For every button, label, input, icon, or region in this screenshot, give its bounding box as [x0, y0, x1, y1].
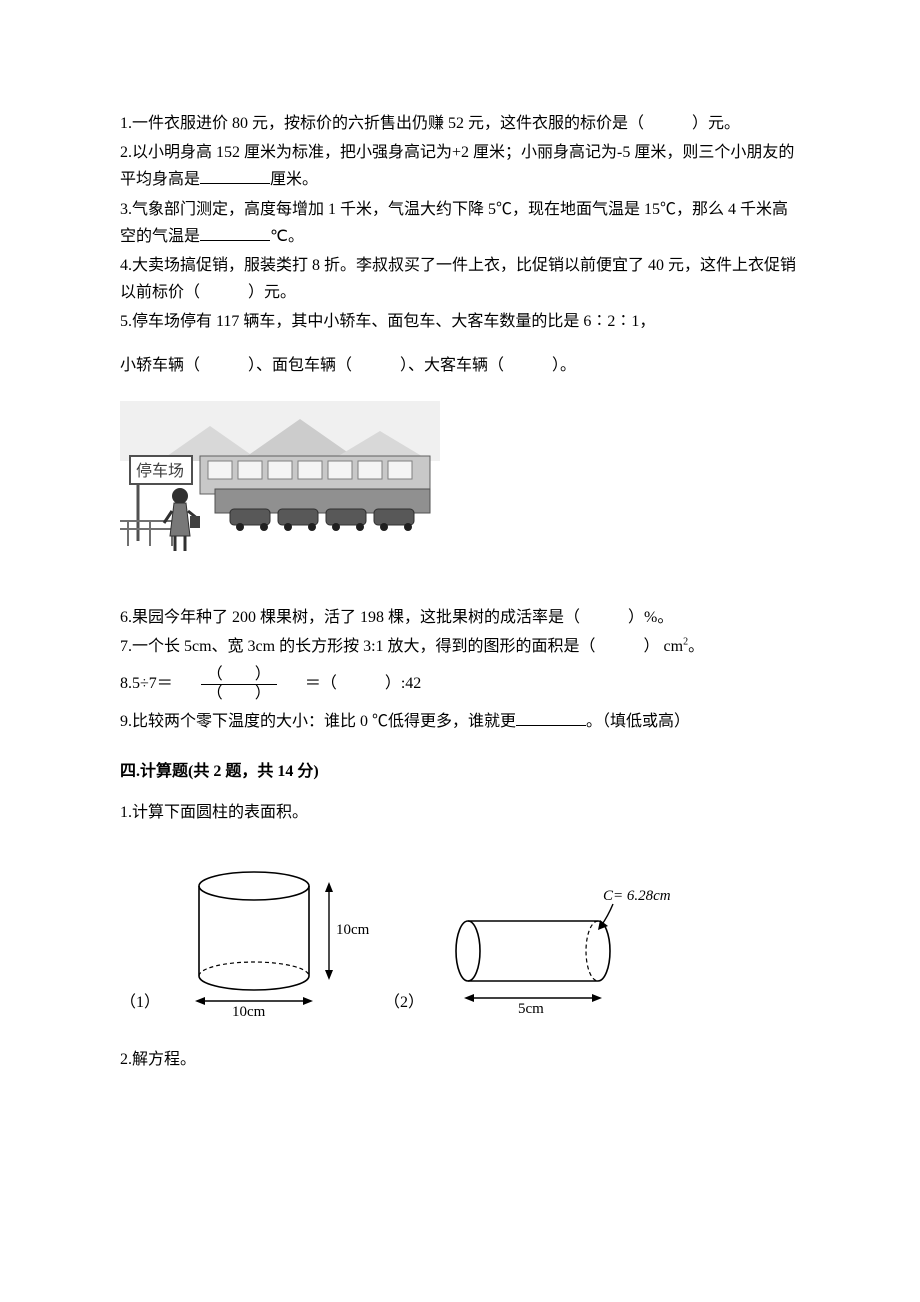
cylinder2-label: （2） [384, 989, 424, 1016]
q7-unit: cm2 [664, 638, 689, 655]
q9-tail: 。（填低或高） [586, 713, 690, 730]
question-6: 6.果园今年种了 200 棵果树，活了 198 棵，这批果树的成活率是（ ）%。 [120, 604, 800, 631]
svg-text:C= 6.28cm: C= 6.28cm [603, 888, 671, 904]
section-4-q1: 1.计算下面圆柱的表面积。 [120, 799, 800, 826]
question-9: 9.比较两个零下温度的大小：谁比 0 ℃低得更多，谁就更 。（填低或高） [120, 708, 800, 735]
cylinder-1-diagram: 10cm 10cm [174, 856, 374, 1016]
q7-text: 7.一个长 5cm、宽 3cm 的长方形按 3:1 放大，得到的图形的面积是（ … [120, 638, 660, 655]
q8-numerator: （ ） [201, 666, 277, 685]
q8-lhs: 8.5÷7＝ [120, 675, 173, 692]
q9-text: 9.比较两个零下温度的大小：谁比 0 ℃低得更多，谁就更 [120, 713, 516, 730]
question-5: 5.停车场停有 117 辆车，其中小轿车、面包车、大客车数量的比是 6∶2∶1， [120, 308, 800, 335]
q8-fraction: （ ） （ ） [201, 666, 277, 702]
page-content: 1.一件衣服进价 80 元，按标价的六折售出仍赚 52 元，这件衣服的标价是（ … [0, 0, 920, 1135]
svg-text:10cm: 10cm [336, 922, 370, 938]
cylinder-figures-row: （1） 10cm 10cm （2） C= 6.2 [120, 856, 800, 1016]
question-4: 4.大卖场搞促销，服装类打 8 折。李叔叔买了一件上衣，比促销以前便宜了 40 … [120, 252, 800, 306]
q7-period: 。 [688, 638, 704, 655]
section-4-title: 四.计算题(共 2 题，共 14 分) [120, 758, 800, 785]
q8-denominator: （ ） [201, 685, 277, 703]
q7-cm: cm [664, 638, 684, 655]
q3-blank [200, 224, 270, 241]
q2-unit: 厘米。 [270, 171, 318, 188]
q8-rhs: ＝（ ）:42 [305, 675, 421, 692]
cylinder1-label: （1） [120, 989, 160, 1016]
q2-blank [200, 167, 270, 184]
cylinder-2-diagram: C= 6.28cm 5cm [438, 886, 688, 1016]
question-2: 2.以小明身高 152 厘米为标准，把小强身高记为+2 厘米；小丽身高记为-5 … [120, 139, 800, 193]
svg-text:5cm: 5cm [518, 1001, 544, 1016]
q9-blank [516, 709, 586, 726]
question-3: 3.气象部门测定，高度每增加 1 千米，气温大约下降 5℃，现在地面气温是 15… [120, 196, 800, 250]
q3-unit: ℃。 [270, 228, 304, 245]
svg-text:10cm: 10cm [232, 1004, 266, 1016]
question-8: 8.5÷7＝ （ ） （ ） ＝（ ）:42 [120, 666, 800, 702]
question-5b: 小轿车辆（ ）、面包车辆（ ）、大客车辆（ ）。 [120, 352, 800, 379]
question-7: 7.一个长 5cm、宽 3cm 的长方形按 3:1 放大，得到的图形的面积是（ … [120, 633, 800, 660]
parking-lot-illustration: 停车场 [120, 401, 440, 561]
svg-text:停车场: 停车场 [136, 462, 184, 480]
section-4-q2: 2.解方程。 [120, 1046, 800, 1073]
question-1: 1.一件衣服进价 80 元，按标价的六折售出仍赚 52 元，这件衣服的标价是（ … [120, 110, 800, 137]
